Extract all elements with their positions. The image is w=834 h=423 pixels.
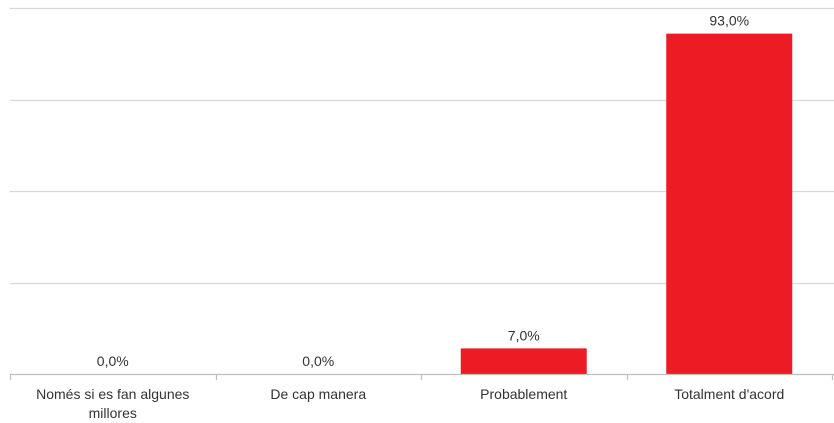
x-tick-label-line: Només si es fan algunes <box>36 386 189 402</box>
x-tick-label-line: Totalment d'acord <box>674 386 784 402</box>
bar <box>460 348 587 374</box>
x-axis <box>9 373 834 380</box>
x-tick-label-line: De cap manera <box>270 386 366 402</box>
x-tick-label: Probablement <box>480 386 567 402</box>
bar <box>666 33 793 375</box>
bars <box>460 33 793 375</box>
data-label: 0,0% <box>97 353 129 369</box>
data-label: 93,0% <box>709 13 749 29</box>
category-labels: Només si es fan algunes millores De cap ma… <box>36 386 784 421</box>
data-label: 0,0% <box>302 353 334 369</box>
data-label: 7,0% <box>508 327 540 343</box>
x-tick-label: Totalment d'acord <box>674 386 784 402</box>
x-tick-label-line: Probablement <box>480 386 567 402</box>
x-tick-label-line: millores <box>89 405 137 421</box>
x-tick-label: Només si es fan algunes millores <box>36 386 189 421</box>
x-tick-label: De cap manera <box>270 386 366 402</box>
value-labels: 0,0% 0,0% 7,0% 93,0% <box>97 13 749 369</box>
